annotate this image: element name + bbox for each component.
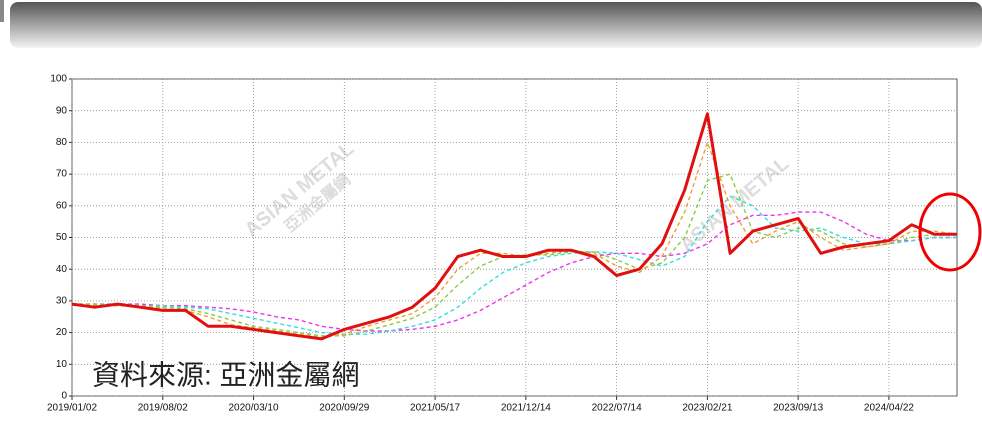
y-tick-label: 70	[56, 169, 68, 180]
y-tick-label: 20	[56, 327, 68, 338]
y-tick-label: 50	[56, 232, 68, 243]
series-line	[72, 195, 957, 335]
x-tick-label: 2024/04/22	[864, 403, 914, 414]
y-tick-label: 40	[56, 264, 68, 275]
x-tick-label: 2020/09/29	[319, 403, 369, 414]
annotation: 資料來源: 亞洲金屬網	[92, 359, 360, 390]
y-tick-label: 80	[56, 137, 68, 148]
plot: 0 10 20 30 40 50 60 70 80 90 100 2019/01/02 2019/08/…	[47, 74, 958, 414]
y-tick-label: 100	[50, 74, 67, 85]
series-line	[72, 211, 957, 332]
y-tick-label: 60	[56, 200, 68, 211]
series-line	[72, 173, 957, 337]
x-tick-label: 2023/09/13	[773, 403, 823, 414]
x-tick-label: 2021/05/17	[410, 403, 460, 414]
y-tick-label: 30	[56, 296, 68, 307]
x-tick-label: 2023/02/21	[682, 403, 732, 414]
x-tick-label: 2020/03/10	[229, 403, 279, 414]
x-tick-label: 2022/07/14	[592, 403, 642, 414]
x-tick-label: 2019/08/02	[138, 403, 188, 414]
series-line	[71, 112, 957, 341]
watermark: ASIAN METAL	[676, 153, 794, 257]
x-tick-label: 2021/12/14	[501, 403, 551, 414]
x-tick-label: 2019/01/02	[47, 403, 97, 414]
y-tick-label: 0	[61, 391, 67, 402]
series-line	[71, 141, 958, 339]
y-tick-label: 90	[56, 105, 68, 116]
header-bar	[10, 2, 982, 48]
y-tick-label: 10	[56, 359, 68, 370]
highlight-circle	[918, 192, 982, 272]
edge	[0, 0, 4, 22]
